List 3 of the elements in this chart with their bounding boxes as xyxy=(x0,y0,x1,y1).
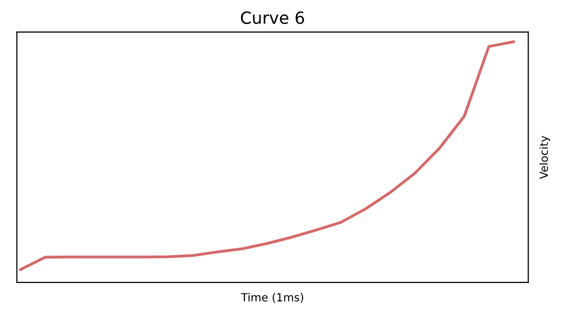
chart-title: Curve 6 xyxy=(240,11,304,24)
y-axis-title: Velocity xyxy=(539,136,550,179)
x-axis-title: Time (1ms) xyxy=(241,292,304,303)
